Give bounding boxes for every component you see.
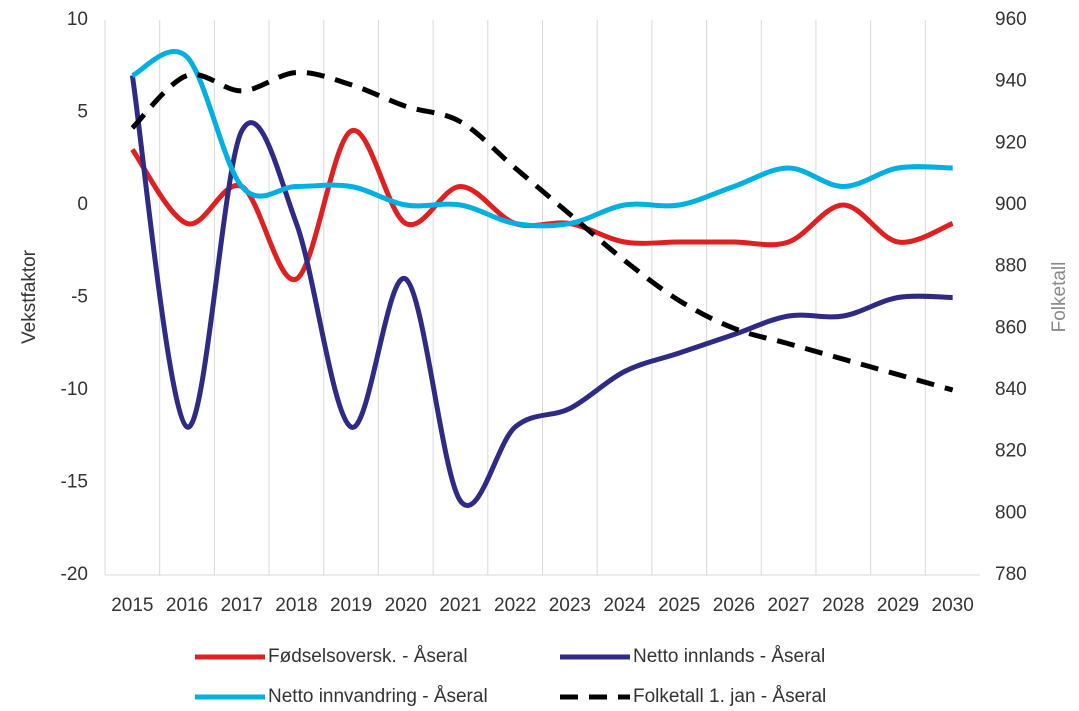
y-tick-label: 5 bbox=[77, 102, 88, 123]
y-tick-label: -15 bbox=[61, 472, 88, 493]
x-tick-label: 2017 bbox=[221, 595, 263, 616]
x-tick-label: 2026 bbox=[713, 595, 755, 616]
legend-label: Netto innvandring - Åseral bbox=[268, 686, 488, 707]
y-tick-label: -5 bbox=[71, 287, 88, 308]
y2-tick-label: 860 bbox=[995, 317, 1027, 338]
legend-label: Fødselsoversk. - Åseral bbox=[268, 646, 468, 667]
y2-tick-label: 960 bbox=[995, 9, 1027, 30]
x-tick-label: 2019 bbox=[330, 595, 372, 616]
y2-tick-label: 820 bbox=[995, 441, 1027, 462]
x-tick-label: 2022 bbox=[494, 595, 536, 616]
y-tick-label: -20 bbox=[61, 564, 88, 585]
x-tick-label: 2020 bbox=[385, 595, 427, 616]
y2-tick-label: 880 bbox=[995, 256, 1027, 277]
x-tick-label: 2029 bbox=[877, 595, 919, 616]
y2-tick-label: 800 bbox=[995, 502, 1027, 523]
x-tick-label: 2025 bbox=[658, 595, 700, 616]
x-tick-label: 2021 bbox=[439, 595, 481, 616]
legend-label: Netto innlands - Åseral bbox=[633, 646, 825, 667]
x-tick-label: 2028 bbox=[822, 595, 864, 616]
x-tick-label: 2024 bbox=[603, 595, 646, 616]
y2-tick-label: 920 bbox=[995, 132, 1027, 153]
legend-label: Folketall 1. jan - Åseral bbox=[633, 686, 826, 707]
line-series bbox=[131, 49, 953, 229]
x-tick-label: 2016 bbox=[166, 595, 208, 616]
x-tick-label: 2018 bbox=[275, 595, 317, 616]
y2-axis-label: Folketall bbox=[1049, 262, 1070, 333]
y2-tick-label: 940 bbox=[995, 71, 1027, 92]
x-tick-label: 2030 bbox=[932, 595, 974, 616]
y2-tick-label: 840 bbox=[995, 379, 1027, 400]
y-axis-label: Vekstfaktor bbox=[19, 249, 40, 344]
line-series bbox=[129, 75, 953, 508]
y-tick-label: 10 bbox=[67, 9, 88, 30]
y2-tick-label: 900 bbox=[995, 194, 1027, 215]
y-tick-label: -10 bbox=[61, 379, 88, 400]
x-tick-label: 2015 bbox=[111, 595, 153, 616]
line-series bbox=[130, 128, 954, 282]
y2-tick-label: 780 bbox=[995, 564, 1027, 585]
x-tick-label: 2023 bbox=[549, 595, 591, 616]
y-tick-label: 0 bbox=[77, 194, 88, 215]
x-tick-label: 2027 bbox=[767, 595, 809, 616]
line-series bbox=[130, 69, 954, 393]
